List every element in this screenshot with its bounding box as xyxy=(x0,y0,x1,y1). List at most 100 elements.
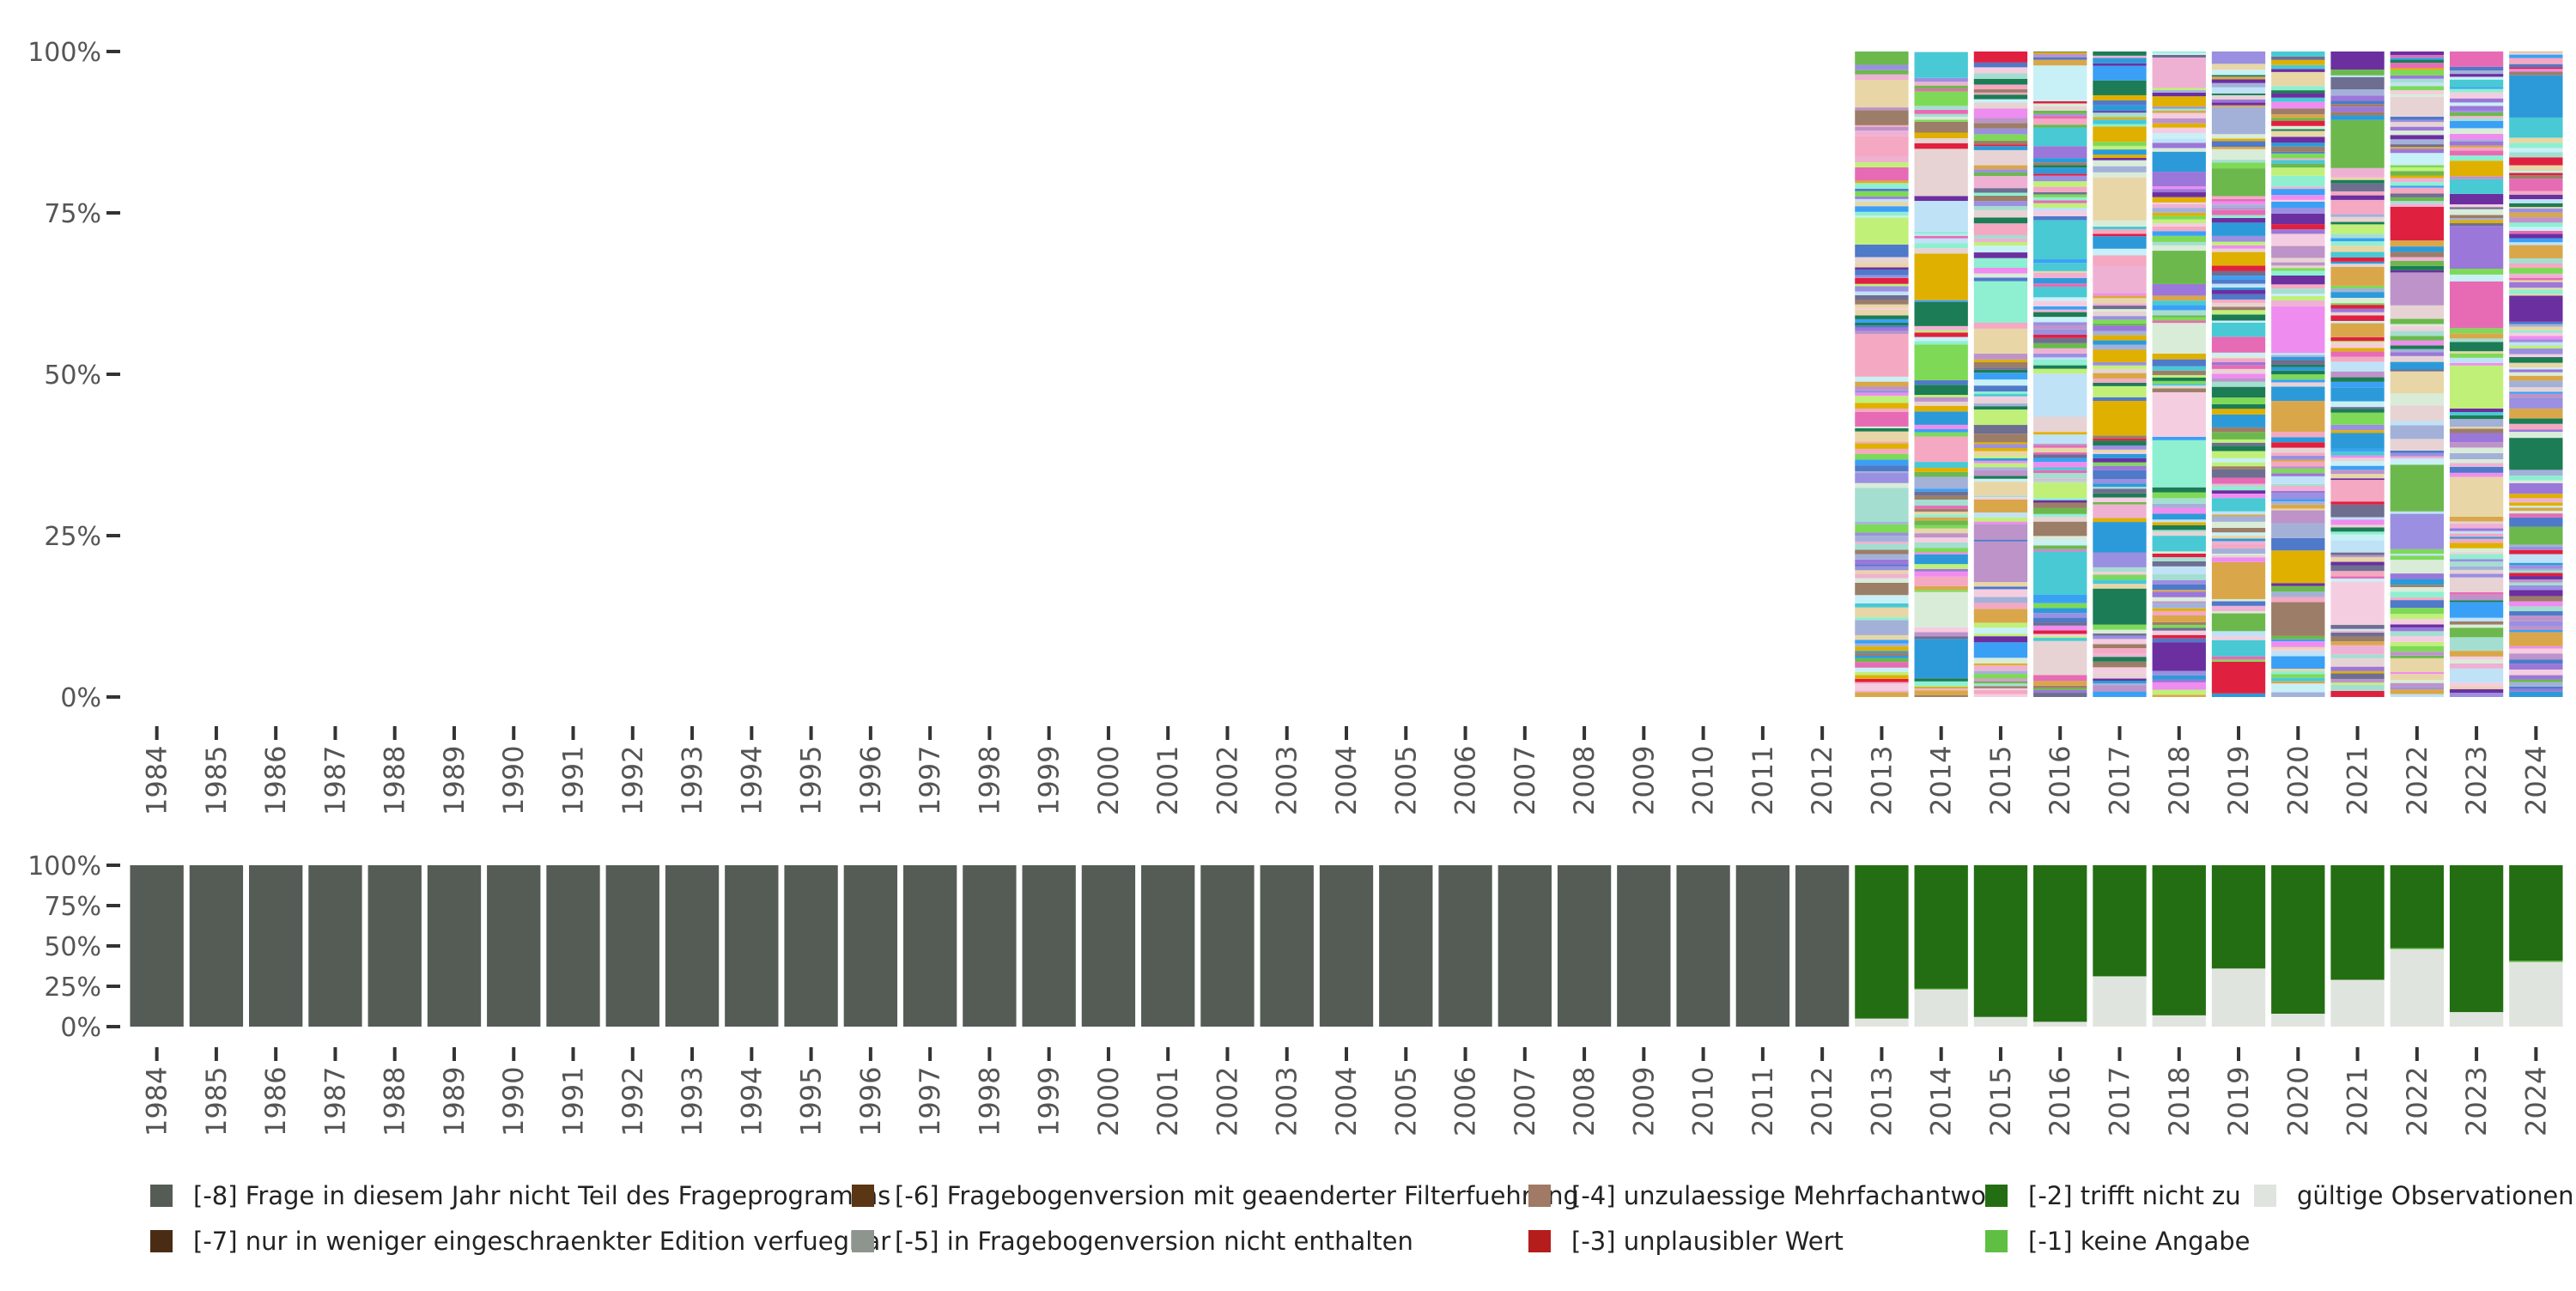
stack-segment xyxy=(2330,540,2385,553)
stack-segment xyxy=(2509,590,2563,597)
stack-segment xyxy=(2509,332,2563,336)
stack-segment xyxy=(2211,601,2266,606)
stack-segment xyxy=(2033,317,2087,323)
stack-segment xyxy=(2211,64,2266,70)
stack-segment xyxy=(2449,533,2504,537)
stack-segment xyxy=(2093,306,2147,310)
stack-segment xyxy=(2449,218,2504,221)
stack-segment xyxy=(2211,386,2266,398)
stack-segment xyxy=(2330,106,2385,112)
stack-segment xyxy=(1855,426,1909,428)
stack-segment xyxy=(2093,229,2147,234)
stack-bar-2020 xyxy=(2271,52,2325,697)
stack-segment xyxy=(2509,691,2563,697)
stack-segment xyxy=(1855,318,1909,324)
stack-segment xyxy=(2033,197,2087,201)
stack-segment xyxy=(1973,495,2028,498)
x-tick-label: 2013 xyxy=(1865,1067,1898,1136)
stack-segment xyxy=(2271,101,2325,109)
stack-segment xyxy=(2509,391,2563,394)
stack-segment xyxy=(2509,423,2563,430)
stack-segment xyxy=(1914,344,1968,381)
bar-segment xyxy=(1914,865,1968,989)
stack-segment xyxy=(2211,458,2266,463)
stack-segment xyxy=(2211,538,2266,542)
stack-segment xyxy=(2449,663,2504,669)
stack-segment xyxy=(2271,442,2325,448)
stack-segment xyxy=(2152,573,2206,580)
stack-segment xyxy=(2330,565,2385,572)
stack-segment xyxy=(1855,683,1909,691)
stack-segment xyxy=(2093,58,2147,64)
stack-segment xyxy=(1855,671,1909,676)
stack-segment xyxy=(2330,303,2385,306)
stack-segment xyxy=(2509,432,2563,439)
legend-item: [-5] in Fragebogenversion nicht enthalte… xyxy=(852,1227,1413,1256)
stack-segment xyxy=(1855,202,1909,207)
stack-segment xyxy=(2509,646,2563,649)
stack-segment xyxy=(1855,304,1909,308)
stack-segment xyxy=(2271,158,2325,161)
stack-segment xyxy=(1855,564,1909,567)
stack-segment xyxy=(2271,90,2325,94)
y-tick-label: 100% xyxy=(27,38,101,68)
stack-segment xyxy=(2211,75,2266,77)
stack-segment xyxy=(1855,191,1909,197)
x-tick-label: 1990 xyxy=(497,1067,530,1136)
stack-segment xyxy=(2093,100,2147,106)
stack-segment xyxy=(1855,634,1909,640)
stack-segment xyxy=(2330,216,2385,222)
stack-segment xyxy=(2330,252,2385,258)
stack-segment xyxy=(2152,54,2206,58)
stack-segment xyxy=(1973,670,2028,675)
stack-segment xyxy=(2093,233,2147,237)
stack-segment xyxy=(2330,315,2385,321)
stack-segment xyxy=(2390,680,2444,683)
x-tick-label: 1998 xyxy=(973,746,1005,815)
stack-segment xyxy=(2449,274,2504,282)
stack-segment xyxy=(1855,325,1909,328)
bar-segment xyxy=(2330,865,2385,980)
stack-segment xyxy=(2211,207,2266,210)
stack-segment xyxy=(2330,257,2385,262)
stack-segment xyxy=(1855,392,1909,397)
stack-segment xyxy=(2093,316,2147,320)
stack-segment xyxy=(2152,320,2206,324)
stack-segment xyxy=(1973,258,2028,269)
stack-segment xyxy=(2033,287,2087,298)
stack-segment xyxy=(1973,664,2028,671)
stack-segment xyxy=(2330,465,2385,470)
stack-segment xyxy=(2033,106,2087,111)
stack-segment xyxy=(1855,277,1909,284)
bar-segment xyxy=(427,865,482,1027)
stack-segment xyxy=(1973,277,2028,282)
stack-segment xyxy=(2509,282,2563,288)
stack-segment xyxy=(2330,628,2385,631)
stack-segment xyxy=(1973,541,2028,583)
x-tick-label: 2006 xyxy=(1449,746,1482,815)
stack-segment xyxy=(1973,642,2028,658)
stack-segment xyxy=(2271,129,2325,131)
stack-segment xyxy=(1973,603,2028,609)
stack-segment xyxy=(1914,77,1968,82)
stack-segment xyxy=(1914,576,1968,586)
stack-segment xyxy=(2509,194,2563,200)
stack-segment xyxy=(2330,424,2385,431)
stack-segment xyxy=(2271,483,2325,486)
x-tick-label: 2012 xyxy=(1806,1067,1838,1136)
stack-segment xyxy=(1855,465,1909,471)
stack-segment xyxy=(2449,269,2504,275)
stack-segment xyxy=(2271,641,2325,647)
stack-segment xyxy=(2211,613,2266,632)
stack-segment xyxy=(2211,94,2266,100)
stack-segment xyxy=(1855,162,1909,167)
stack-segment xyxy=(1914,341,1968,345)
stack-segment xyxy=(2330,531,2385,535)
bar-segment xyxy=(605,865,659,1027)
bottom-panel: 0% 25% 50% 75% 100% 1984 1985 1986 1987 1988 1989 1… xyxy=(27,852,2563,1136)
stack-segment xyxy=(2390,257,2444,261)
stack-segment xyxy=(2033,693,2087,697)
stack-segment xyxy=(2093,633,2147,636)
